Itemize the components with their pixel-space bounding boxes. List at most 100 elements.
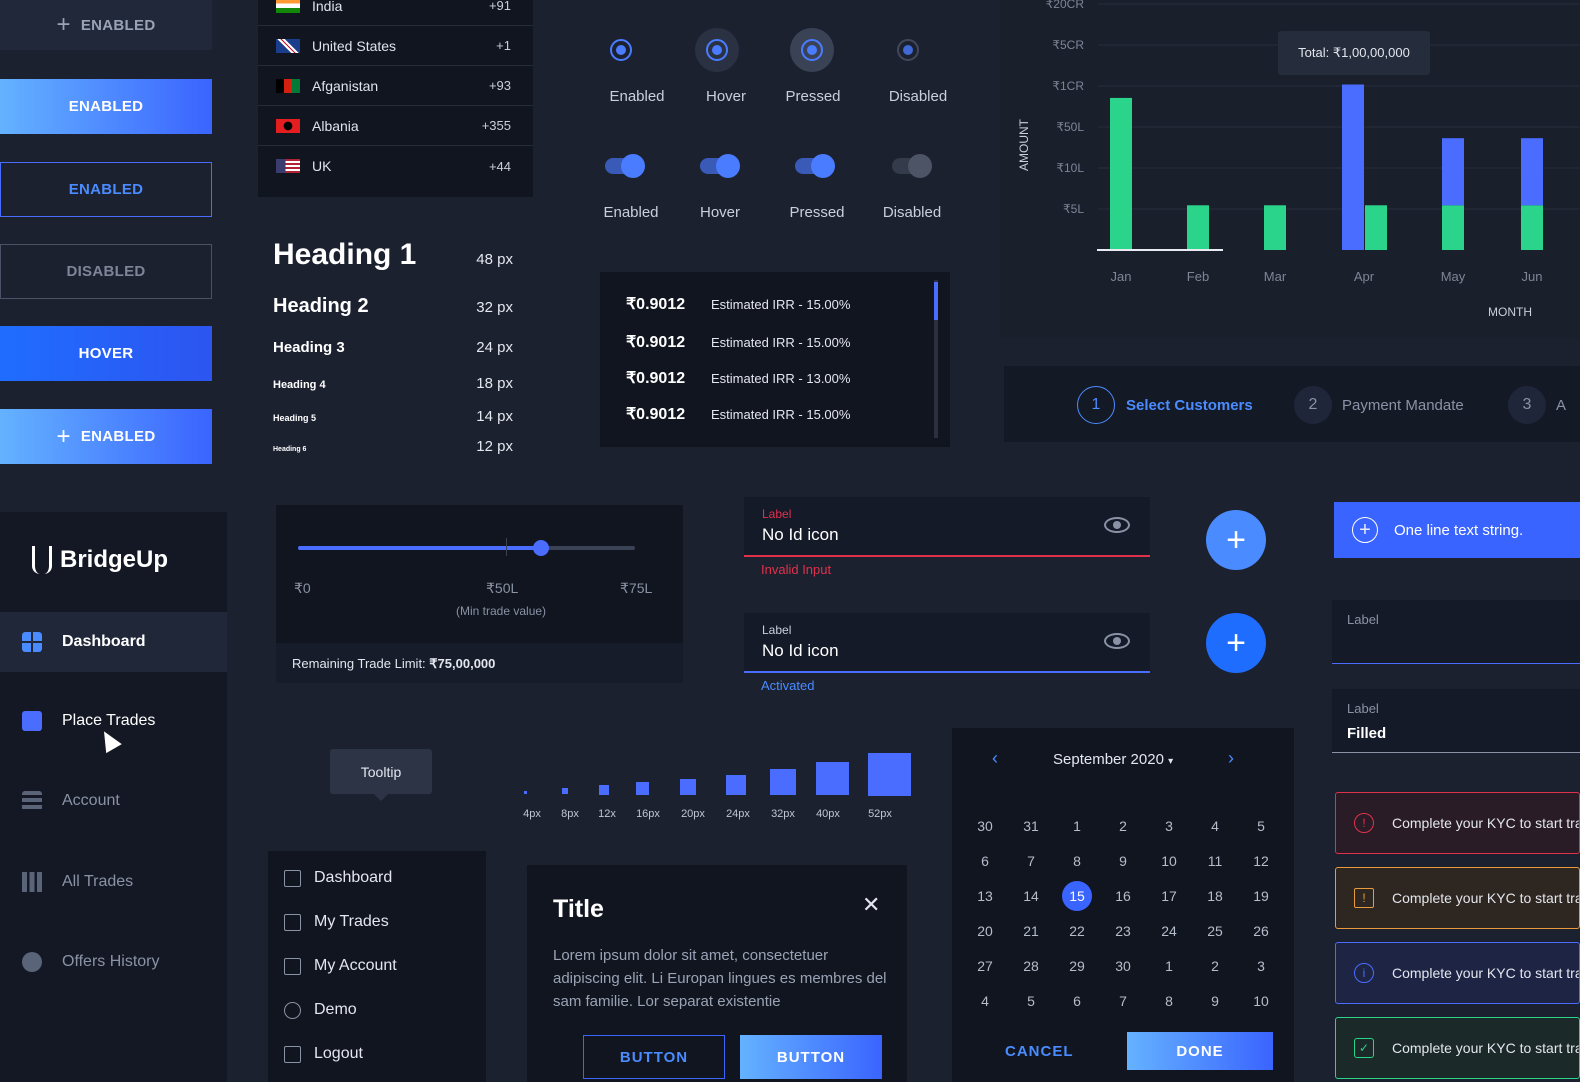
calendar-day[interactable]: 19 xyxy=(1253,888,1269,904)
sidebar-item-account[interactable]: Account xyxy=(0,771,227,831)
calendar-day[interactable]: 24 xyxy=(1161,923,1177,939)
country-item[interactable]: Afganistan +93 xyxy=(258,66,533,106)
calendar-day[interactable]: 23 xyxy=(1115,923,1131,939)
calendar-day[interactable]: 3 xyxy=(1257,958,1265,974)
calendar-day[interactable]: 28 xyxy=(1023,958,1039,974)
irr-scrollbar[interactable] xyxy=(934,280,938,438)
calendar-day[interactable]: 30 xyxy=(977,818,993,834)
dialog-secondary-button[interactable]: BUTTON xyxy=(583,1035,725,1079)
sidebar-item-all-trades[interactable]: All Trades xyxy=(0,852,227,912)
radio-pressed[interactable] xyxy=(801,39,823,61)
calendar-day[interactable]: 13 xyxy=(977,888,993,904)
calendar-day[interactable]: 15 xyxy=(1062,881,1092,911)
fab-add-light[interactable]: + xyxy=(1206,510,1266,570)
calendar-day[interactable]: 20 xyxy=(977,923,993,939)
calendar-day[interactable]: 26 xyxy=(1253,923,1269,939)
calendar-month[interactable]: September 2020 ▾ xyxy=(1053,751,1173,768)
text-field-active[interactable]: Label No Id icon xyxy=(744,613,1150,673)
calendar-day[interactable]: 5 xyxy=(1027,993,1035,1009)
toggle-pressed[interactable] xyxy=(795,154,835,178)
bar-blue[interactable] xyxy=(1342,84,1364,250)
calendar-day[interactable]: 16 xyxy=(1115,888,1131,904)
bar-blue[interactable] xyxy=(1442,138,1464,206)
bar-green[interactable] xyxy=(1187,205,1209,250)
bar-green[interactable] xyxy=(1442,205,1464,250)
step-label[interactable]: A xyxy=(1556,397,1567,414)
step-number[interactable]: 2 xyxy=(1294,386,1332,424)
country-item[interactable]: UK +44 xyxy=(258,146,533,186)
calendar-day[interactable]: 10 xyxy=(1253,993,1269,1009)
calendar-day[interactable]: 4 xyxy=(981,993,989,1009)
calendar-day[interactable]: 2 xyxy=(1211,958,1219,974)
calendar-day[interactable]: 30 xyxy=(1115,958,1131,974)
calendar-day[interactable]: 2 xyxy=(1119,818,1127,834)
enabled-icon-button[interactable]: + ENABLED xyxy=(0,409,212,464)
calendar-done-button[interactable]: DONE xyxy=(1127,1032,1273,1070)
sidebar-item-offers-history[interactable]: Offers History xyxy=(0,932,227,992)
calendar-day[interactable]: 31 xyxy=(1023,818,1039,834)
step-number-active[interactable]: 1 xyxy=(1077,386,1115,424)
sidebar-item-dashboard[interactable]: Dashboard xyxy=(0,612,227,672)
hover-button[interactable]: HOVER xyxy=(0,326,212,381)
menu-item-logout[interactable]: Logout xyxy=(284,1045,363,1063)
calendar-day[interactable]: 6 xyxy=(981,853,989,869)
calendar-day[interactable]: 4 xyxy=(1211,818,1219,834)
calendar-day[interactable]: 9 xyxy=(1211,993,1219,1009)
slider-thumb[interactable] xyxy=(532,540,549,556)
calendar-day[interactable]: 14 xyxy=(1023,888,1039,904)
irr-row[interactable]: ₹0.9012 Estimated IRR - 15.00% xyxy=(626,294,926,314)
menu-item-my-account[interactable]: My Account xyxy=(284,957,397,975)
menu-item-demo[interactable]: Demo xyxy=(284,1001,357,1019)
calendar-cancel-button[interactable]: CANCEL xyxy=(1005,1043,1074,1060)
irr-row[interactable]: ₹0.9012 Estimated IRR - 13.00% xyxy=(626,368,926,388)
calendar-day[interactable]: 3 xyxy=(1165,818,1173,834)
calendar-day[interactable]: 10 xyxy=(1161,853,1177,869)
bar-green[interactable] xyxy=(1264,205,1286,250)
irr-row[interactable]: ₹0.9012 Estimated IRR - 15.00% xyxy=(626,404,926,424)
eye-icon[interactable] xyxy=(1104,633,1130,649)
menu-item-my-trades[interactable]: My Trades xyxy=(284,913,389,931)
slider-track[interactable] xyxy=(298,546,635,550)
text-field-filled[interactable]: Label Filled xyxy=(1332,689,1580,753)
bar-green[interactable] xyxy=(1521,205,1543,250)
calendar-day[interactable]: 9 xyxy=(1119,853,1127,869)
country-item[interactable]: India +91 xyxy=(258,0,533,26)
country-item[interactable]: United States +1 xyxy=(258,26,533,66)
dialog-primary-button[interactable]: BUTTON xyxy=(740,1035,882,1079)
enabled-icon-button-dark[interactable]: + ENABLED xyxy=(0,0,212,50)
calendar-day[interactable]: 12 xyxy=(1253,853,1269,869)
menu-item-dashboard[interactable]: Dashboard xyxy=(284,869,392,887)
calendar-day[interactable]: 29 xyxy=(1069,958,1085,974)
step-number[interactable]: 3 xyxy=(1508,386,1546,424)
calendar-day[interactable]: 1 xyxy=(1073,818,1081,834)
calendar-day[interactable]: 6 xyxy=(1073,993,1081,1009)
banner[interactable]: + One line text string. xyxy=(1334,502,1580,558)
bar-green[interactable] xyxy=(1110,97,1132,250)
calendar-day[interactable]: 1 xyxy=(1165,958,1173,974)
text-field-error[interactable]: Label No Id icon xyxy=(744,497,1150,557)
chevron-left-icon[interactable]: ‹ xyxy=(992,748,998,768)
enabled-filled-button[interactable]: ENABLED xyxy=(0,79,212,134)
calendar-day[interactable]: 17 xyxy=(1161,888,1177,904)
calendar-day[interactable]: 11 xyxy=(1207,853,1223,869)
bar-green[interactable] xyxy=(1365,205,1387,250)
sidebar-item-place-trades[interactable]: Place Trades xyxy=(0,691,227,751)
step-label[interactable]: Payment Mandate xyxy=(1342,397,1464,414)
calendar-day[interactable]: 8 xyxy=(1073,853,1081,869)
chevron-right-icon[interactable]: › xyxy=(1228,748,1234,768)
calendar-day[interactable]: 18 xyxy=(1207,888,1223,904)
fab-add[interactable]: + xyxy=(1206,613,1266,673)
calendar-day[interactable]: 5 xyxy=(1257,818,1265,834)
eye-icon[interactable] xyxy=(1104,517,1130,533)
close-icon[interactable]: ✕ xyxy=(862,892,881,917)
radio-enabled[interactable] xyxy=(610,39,632,61)
radio-hover[interactable] xyxy=(706,39,728,61)
enabled-outline-button[interactable]: ENABLED xyxy=(0,162,212,217)
calendar-day[interactable]: 27 xyxy=(977,958,993,974)
calendar-day[interactable]: 7 xyxy=(1027,853,1035,869)
country-item[interactable]: Albania +355 xyxy=(258,106,533,146)
calendar-day[interactable]: 25 xyxy=(1207,923,1223,939)
step-label-active[interactable]: Select Customers xyxy=(1126,397,1253,414)
calendar-day[interactable]: 8 xyxy=(1165,993,1173,1009)
toggle-enabled[interactable] xyxy=(605,154,645,178)
